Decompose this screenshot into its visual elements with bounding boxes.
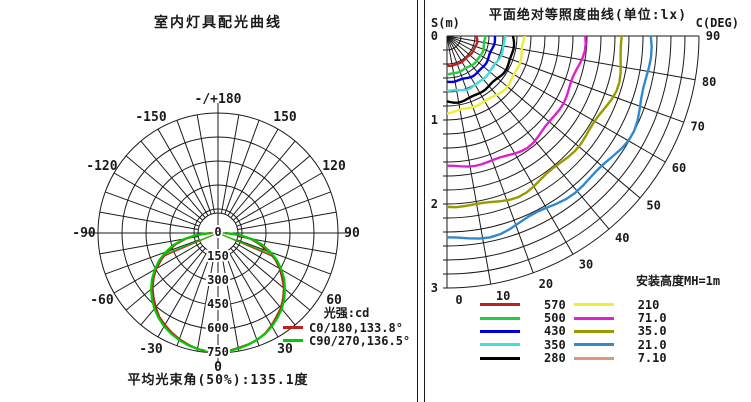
legend-swatch <box>480 329 520 333</box>
svg-text:0: 0 <box>431 29 438 43</box>
svg-text:60: 60 <box>672 161 686 175</box>
svg-text:3: 3 <box>431 281 438 295</box>
svg-text:-120: -120 <box>86 159 117 174</box>
panel-divider-right <box>424 0 425 402</box>
legend-value: 7.10 <box>637 351 667 366</box>
iso-legend-entry: 210 <box>573 297 667 312</box>
iso-legend-entry: 430 <box>480 324 566 339</box>
polar-distribution-panel: 室内灯具配光曲线 -/+180 -150 150 -120 120 -90 90 -60 60 -… <box>72 15 411 388</box>
legend-label: C90/270,136.5° <box>309 333 411 348</box>
polar-legend-entry: C0/180,133.8° <box>283 320 410 335</box>
iso-legend-entry: 21.0 <box>573 337 667 352</box>
iso-legend-entry: 280 <box>480 351 566 366</box>
svg-text:-150: -150 <box>135 110 166 125</box>
polar-legend: 光强:cd C0/180,133.8° C90/270,136.5° <box>283 304 411 348</box>
svg-text:60: 60 <box>326 293 342 308</box>
svg-text:2: 2 <box>431 197 438 211</box>
svg-text:90: 90 <box>706 29 720 43</box>
legend-swatch-c90 <box>283 339 303 342</box>
svg-text:150: 150 <box>207 249 229 263</box>
svg-text:600: 600 <box>207 321 229 335</box>
mount-height-text: 安装高度MH=1m <box>636 274 721 288</box>
legend-swatch <box>480 303 520 307</box>
svg-text:0: 0 <box>214 225 221 239</box>
legend-swatch <box>573 356 614 360</box>
legend-label: C0/180,133.8° <box>309 320 403 335</box>
svg-text:0: 0 <box>214 360 222 375</box>
legend-swatch <box>480 343 520 347</box>
legend-swatch <box>573 316 614 320</box>
svg-text:20: 20 <box>539 277 553 291</box>
svg-text:80: 80 <box>702 75 716 89</box>
polar-legend-rows: C0/180,133.8° C90/270,136.5° <box>283 320 411 348</box>
legend-value: 35.0 <box>637 324 667 339</box>
legend-swatch <box>480 356 520 360</box>
iso-legend: 570 210 500 71.0 430 35.0 350 21.0 280 7.10 <box>480 298 667 365</box>
legend-swatch-c0 <box>283 326 303 329</box>
svg-text:40: 40 <box>615 231 629 245</box>
svg-text:-60: -60 <box>90 293 114 308</box>
iso-legend-entry: 570 <box>480 297 566 312</box>
legend-value: 21.0 <box>637 337 667 352</box>
polar-legend-title: 光强:cd <box>323 306 370 320</box>
iso-legend-entry: 350 <box>480 337 566 352</box>
iso-legend-entry: 500 <box>480 311 566 326</box>
svg-text:120: 120 <box>322 159 346 174</box>
polar-distribution-chart: -/+180-150 150-120 120-90 90-60 60-30 3000150… <box>72 92 360 375</box>
legend-swatch <box>480 316 520 320</box>
svg-text:300: 300 <box>207 273 229 287</box>
svg-text:10: 10 <box>496 289 510 303</box>
svg-text:30: 30 <box>579 258 593 272</box>
legend-value: 71.0 <box>637 311 667 326</box>
svg-text:70: 70 <box>690 119 704 133</box>
svg-text:30: 30 <box>277 342 293 357</box>
legend-value: 350 <box>544 337 566 352</box>
legend-swatch <box>573 343 614 347</box>
svg-text:-90: -90 <box>72 226 96 241</box>
svg-text:1: 1 <box>431 113 438 127</box>
legend-value: 500 <box>544 311 566 326</box>
legend-value: 430 <box>544 324 566 339</box>
svg-text:450: 450 <box>207 297 229 311</box>
legend-value: 570 <box>544 297 566 312</box>
legend-swatch <box>573 303 614 307</box>
s-axis-label: S(m) <box>431 16 460 30</box>
svg-text:-30: -30 <box>139 342 163 357</box>
legend-swatch <box>573 329 614 333</box>
avg-beam-angle-text: 平均光束角(50%):135.1度 <box>127 373 309 388</box>
iso-illuminance-panel: 平面绝对等照度曲线(单位:lx) S(m) C(DEG) 0 1 2 3 0 10 20 30… <box>425 0 751 402</box>
svg-text:-/+180: -/+180 <box>195 92 242 107</box>
svg-text:150: 150 <box>273 110 297 125</box>
panel-divider-left <box>417 0 418 402</box>
svg-text:0: 0 <box>455 293 462 307</box>
legend-value: 280 <box>544 351 566 366</box>
polar-chart-title: 室内灯具配光曲线 <box>154 15 282 31</box>
legend-value: 210 <box>637 297 660 312</box>
iso-chart-title: 平面绝对等照度曲线(单位:lx) <box>488 8 688 23</box>
polar-legend-entry: C90/270,136.5° <box>283 333 411 348</box>
iso-legend-entry: 71.0 <box>573 311 667 326</box>
iso-legend-entry: 35.0 <box>573 324 667 339</box>
c-axis-label: C(DEG) <box>695 16 739 30</box>
svg-text:90: 90 <box>344 226 360 241</box>
iso-legend-entry: 7.10 <box>573 351 667 366</box>
svg-text:750: 750 <box>207 345 229 359</box>
svg-text:50: 50 <box>646 199 660 213</box>
